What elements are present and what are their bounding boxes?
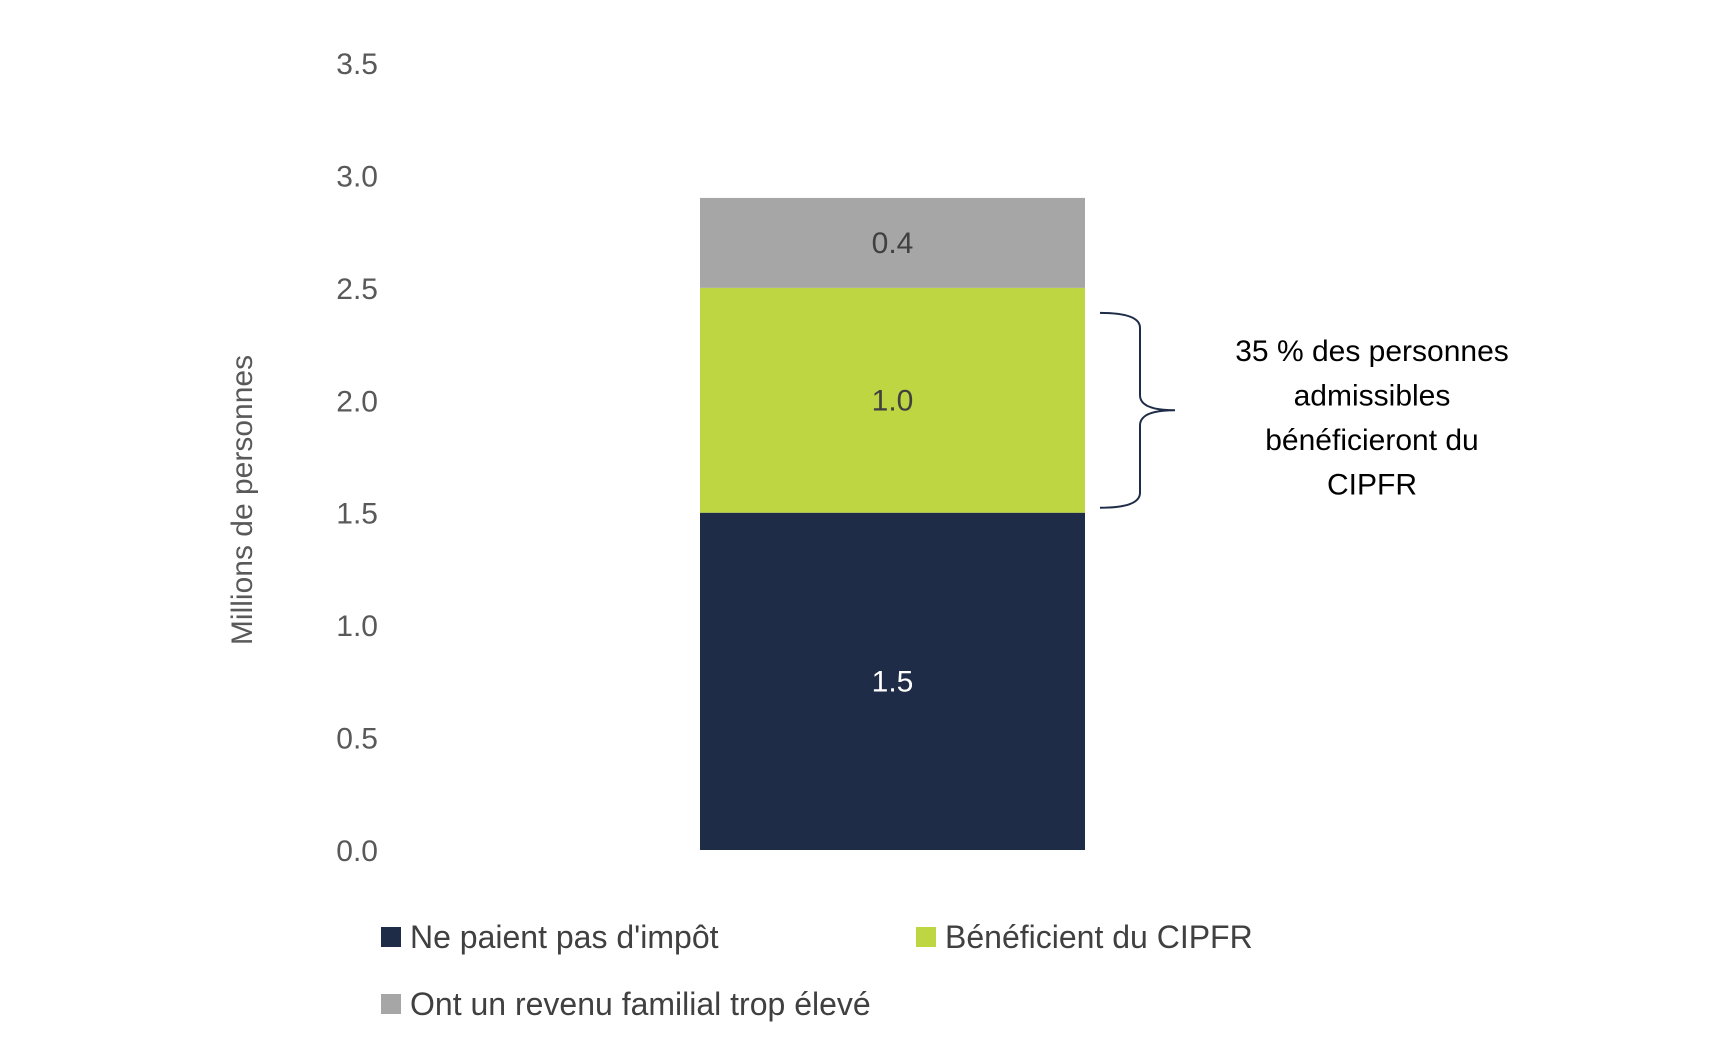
- y-tick-label: 1.0: [336, 610, 378, 643]
- annotation-bracket: [1099, 311, 1176, 509]
- annotation-line: bénéficieront du: [1265, 424, 1479, 457]
- legend: Ne paient pas d'impôt Bénéficient du CIPF…: [381, 919, 1253, 1022]
- legend-label: Ne paient pas d'impôt: [410, 919, 719, 955]
- bar-segment: [700, 287, 1085, 513]
- legend-swatch: [381, 994, 401, 1014]
- data-label: 0.4: [872, 227, 914, 260]
- bar-stack: [700, 197, 1085, 850]
- bar-segment: [700, 512, 1085, 850]
- legend-label: Bénéficient du CIPFR: [945, 919, 1253, 955]
- annotation-text: 35 % des personnes admissibles bénéficiero…: [1235, 335, 1509, 502]
- y-tick-label: 3.0: [336, 160, 378, 193]
- legend-swatch: [916, 927, 936, 947]
- y-tick-label: 0.0: [336, 835, 378, 868]
- y-tick-label: 2.5: [336, 273, 378, 306]
- y-axis-ticks: 0.0 0.5 1.0 1.5 2.0 2.5 3.0 3.5: [336, 48, 378, 868]
- annotation-line: admissibles: [1294, 380, 1451, 413]
- bar-segment: [700, 197, 1085, 288]
- segment-labels: 1.5 1.0 0.4: [872, 227, 914, 698]
- legend-swatch: [381, 927, 401, 947]
- legend-label: Ont un revenu familial trop élevé: [410, 986, 871, 1022]
- y-tick-label: 2.0: [336, 385, 378, 418]
- y-tick-label: 1.5: [336, 498, 378, 531]
- data-label: 1.5: [872, 665, 914, 698]
- y-axis-label: Millions de personnes: [226, 355, 259, 645]
- y-tick-label: 0.5: [336, 723, 378, 756]
- y-tick-label: 3.5: [336, 48, 378, 81]
- data-label: 1.0: [872, 384, 914, 417]
- annotation-line: 35 % des personnes: [1235, 335, 1509, 368]
- annotation-line: CIPFR: [1327, 469, 1417, 502]
